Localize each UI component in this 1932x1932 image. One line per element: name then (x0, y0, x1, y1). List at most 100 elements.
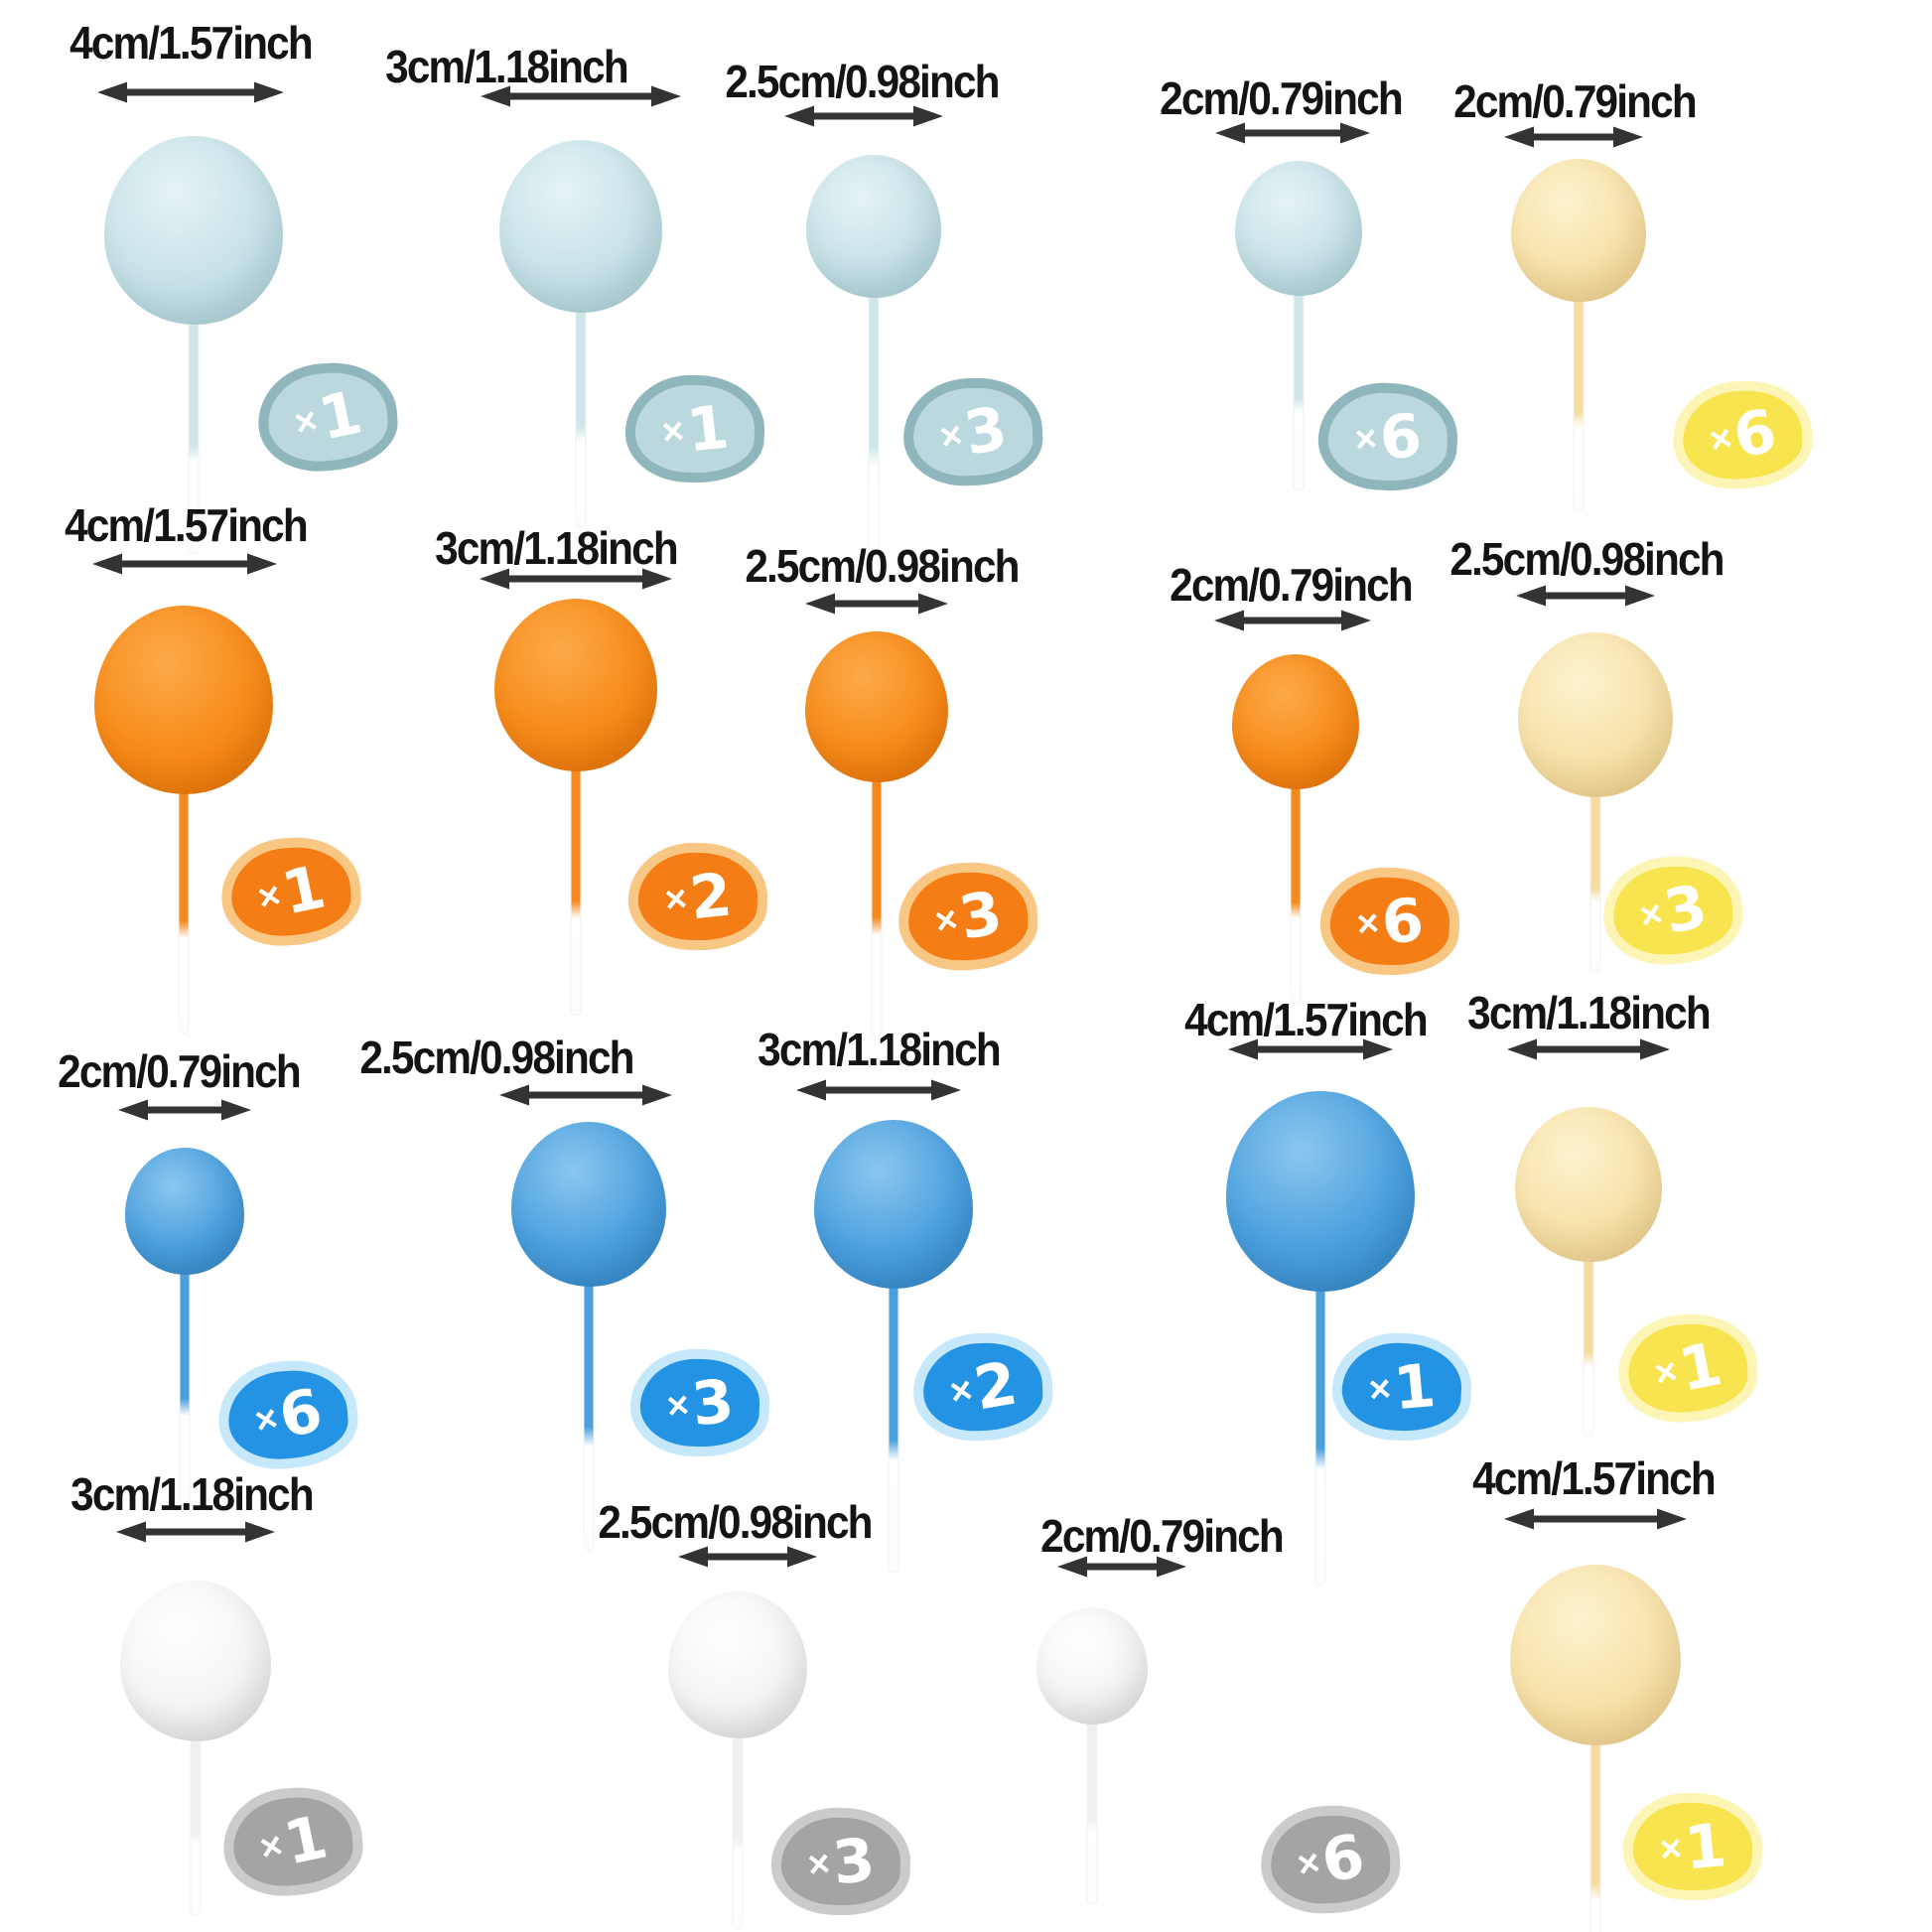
ball-photo (1036, 1606, 1148, 1725)
diameter-arrow-icon (1228, 1038, 1393, 1060)
diameter-arrow-icon (1215, 122, 1370, 144)
size-label-text: 2cm/0.79inch (1040, 1510, 1285, 1562)
ball-photo (1515, 1106, 1662, 1263)
ball-stick (872, 772, 882, 1036)
quantity-number: 3 (1658, 872, 1713, 948)
size-label-text: 3cm/1.18inch (435, 522, 679, 574)
ball-stick (1584, 1252, 1593, 1437)
ball-photo (1518, 632, 1673, 797)
ball-stick (733, 1728, 743, 1928)
ball-photo (494, 599, 657, 771)
ball-photo (120, 1581, 271, 1741)
ball-photo (806, 154, 941, 299)
size-label: 3cm/1.18inch (70, 1467, 315, 1521)
ball-stick (180, 1264, 190, 1508)
quantity-number: 6 (1376, 400, 1425, 475)
size-label: 3cm/1.18inch (385, 40, 629, 93)
size-label: 3cm/1.18inch (1467, 986, 1712, 1039)
diameter-arrow-icon (481, 85, 681, 107)
size-label: 4cm/1.57inch (1472, 1451, 1717, 1505)
ball-photo (668, 1590, 807, 1739)
quantity-number: 1 (1681, 1810, 1729, 1884)
quantity-number: 1 (1390, 1350, 1439, 1425)
multiply-sign: × (1705, 416, 1735, 463)
ball-photo (1235, 161, 1362, 296)
size-label: 2cm/0.79inch (1170, 558, 1414, 612)
multiply-sign: × (659, 409, 686, 454)
ball-photo (814, 1120, 973, 1289)
quantity-badge: × 1 (623, 372, 766, 485)
size-label: 2.5cm/0.98inch (725, 55, 1000, 108)
size-label-text: 4cm/1.57inch (1472, 1452, 1717, 1504)
size-label-text: 2.5cm/0.98inch (359, 1032, 634, 1083)
diameter-arrow-icon (1504, 126, 1643, 148)
quantity-badge: × 3 (901, 375, 1044, 488)
size-label: 3cm/1.18inch (758, 1023, 1002, 1076)
diameter-arrow-icon (1507, 1038, 1670, 1060)
diameter-arrow-icon (784, 105, 943, 127)
quantity-badge: × 1 (1620, 1789, 1765, 1904)
size-label-text: 2.5cm/0.98inch (598, 1496, 873, 1548)
size-label: 2.5cm/0.98inch (598, 1495, 873, 1549)
size-label: 2cm/0.79inch (1453, 74, 1698, 128)
ball-photo (1226, 1091, 1415, 1292)
diameter-arrow-icon (116, 1521, 275, 1543)
ball-stick (576, 302, 586, 526)
size-label-text: 2cm/0.79inch (58, 1045, 302, 1097)
quantity-badge: × 6 (214, 1356, 361, 1473)
size-label-text: 3cm/1.18inch (70, 1468, 315, 1520)
diameter-arrow-icon (97, 81, 284, 103)
ball-stick (191, 1730, 201, 1915)
ball-stick (889, 1278, 898, 1572)
quantity-number: 1 (1673, 1329, 1727, 1406)
quantity-badge: × 1 (219, 1783, 366, 1900)
multiply-sign: × (805, 1842, 832, 1886)
multiply-sign: × (1657, 1827, 1684, 1871)
size-label: 4cm/1.57inch (65, 498, 309, 552)
ball-stick (869, 288, 879, 577)
quantity-badge: × 6 (1259, 1803, 1402, 1916)
quantity-number: 3 (829, 1825, 879, 1899)
ball-stick (584, 1276, 594, 1550)
size-label-text: 2cm/0.79inch (1170, 559, 1414, 611)
ball-stick (1590, 786, 1600, 971)
multiply-sign: × (946, 1368, 976, 1414)
diameter-arrow-icon (118, 1099, 251, 1121)
quantity-badge: × 1 (1615, 1311, 1760, 1426)
ball-photo (125, 1148, 244, 1275)
size-label: 4cm/1.57inch (69, 16, 314, 69)
ball-photo (805, 630, 948, 783)
quantity-number: 3 (958, 393, 1013, 470)
size-label-text: 2cm/0.79inch (1160, 72, 1404, 124)
multiply-sign: × (664, 1383, 691, 1428)
quantity-number: 3 (688, 1366, 738, 1441)
quantity-number: 1 (683, 392, 733, 467)
ball-stick (571, 760, 581, 1015)
quantity-badge: × 1 (1329, 1329, 1474, 1445)
quantity-badge: × 6 (1315, 379, 1460, 494)
multiply-sign: × (662, 877, 689, 921)
size-label: 2.5cm/0.98inch (745, 539, 1020, 593)
quantity-number: 1 (277, 1802, 334, 1879)
quantity-number: 1 (312, 377, 368, 455)
multiply-sign: × (1354, 901, 1381, 946)
size-label-text: 4cm/1.57inch (65, 499, 309, 551)
ball-photo (104, 135, 283, 326)
quantity-badge: × 1 (254, 358, 401, 476)
quantity-badge: × 3 (897, 860, 1039, 973)
diameter-arrow-icon (805, 593, 948, 615)
ball-photo (94, 605, 273, 795)
diameter-arrow-icon (796, 1079, 961, 1101)
diameter-arrow-icon (1057, 1556, 1186, 1578)
size-label-text: 3cm/1.18inch (1467, 987, 1712, 1038)
ball-photo (1510, 1564, 1681, 1746)
quantity-number: 2 (686, 860, 736, 934)
ball-photo (511, 1122, 666, 1287)
diameter-arrow-icon (1504, 1508, 1687, 1530)
quantity-badge: × 3 (769, 1805, 912, 1918)
ball-stick (1291, 778, 1301, 1003)
size-label-text: 3cm/1.18inch (758, 1024, 1002, 1075)
diameter-arrow-icon (1214, 610, 1371, 631)
ball-photo (1232, 654, 1359, 789)
ball-stick (1294, 285, 1304, 489)
